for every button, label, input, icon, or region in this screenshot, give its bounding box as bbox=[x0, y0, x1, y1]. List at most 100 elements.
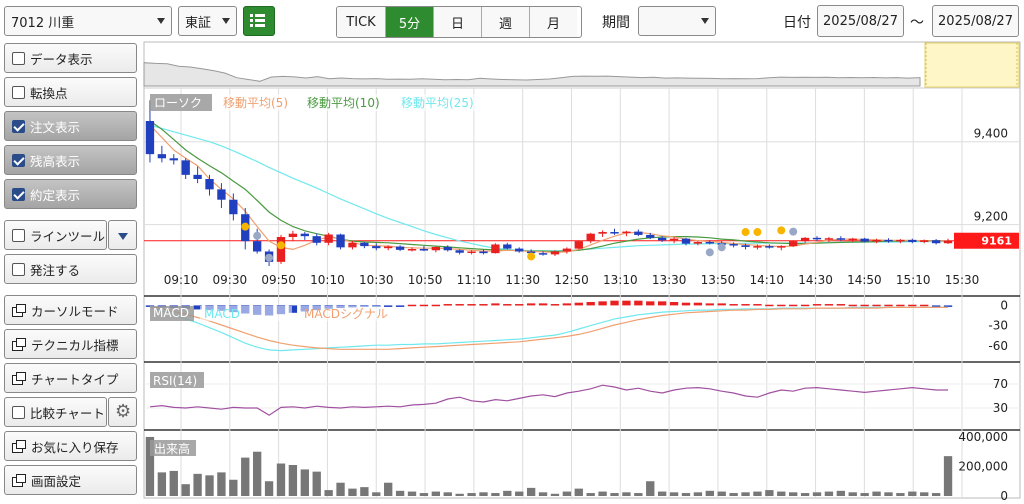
sidebar-item-12[interactable]: 画面設定 bbox=[4, 465, 137, 495]
volume-bar bbox=[657, 491, 667, 496]
sidebar-item-2[interactable]: 注文表示 bbox=[4, 111, 137, 141]
macd-histogram-bar bbox=[931, 305, 941, 307]
sidebar-item-4[interactable]: 約定表示 bbox=[4, 179, 137, 209]
candle-body bbox=[848, 238, 857, 241]
sidebar-item-label: カーソルモード bbox=[31, 303, 119, 319]
legend-chip bbox=[150, 306, 194, 321]
volume-bar bbox=[908, 491, 917, 496]
volume-bar bbox=[336, 482, 345, 496]
volume-bar bbox=[765, 490, 774, 496]
candle-body bbox=[395, 246, 405, 250]
legend-chip bbox=[200, 306, 292, 321]
execution-marker bbox=[241, 222, 250, 231]
volume-bar bbox=[217, 472, 226, 496]
macd-histogram-bar bbox=[896, 304, 905, 307]
sidebar-item-9[interactable]: チャートタイプ bbox=[4, 363, 137, 393]
gear-button[interactable]: ⚙ bbox=[108, 397, 137, 427]
candle-body bbox=[920, 240, 929, 242]
candle-body bbox=[443, 246, 452, 251]
candle-body bbox=[717, 243, 726, 245]
volume-bar bbox=[300, 469, 309, 496]
candle-body bbox=[324, 234, 333, 243]
legend-chip bbox=[303, 94, 389, 111]
interval-tab-3[interactable]: 週 bbox=[481, 7, 529, 37]
candle-body bbox=[610, 232, 619, 234]
overview-selection bbox=[924, 42, 1020, 88]
interval-tab-2[interactable]: 日 bbox=[433, 7, 481, 37]
sidebar-item-label: 残高表示 bbox=[30, 153, 81, 169]
candle-body bbox=[205, 179, 214, 190]
sidebar-item-8[interactable]: テクニカル指標 bbox=[4, 329, 137, 359]
y-tick-label: 200,000 bbox=[958, 459, 1008, 473]
symbol-value: 7012 川重 bbox=[11, 15, 75, 31]
macd-histogram-bar bbox=[610, 300, 619, 306]
candle-body bbox=[431, 246, 441, 251]
market-select[interactable]: 東証 bbox=[178, 6, 237, 36]
macd-histogram-bar bbox=[634, 300, 643, 306]
date-from-value: 2025/08/27 bbox=[823, 13, 898, 29]
execution-marker bbox=[777, 226, 786, 235]
macd-histogram-bar bbox=[241, 305, 250, 314]
checkbox-icon bbox=[12, 262, 25, 276]
sidebar-item-label: 画面設定 bbox=[31, 473, 82, 489]
macd-signal-line bbox=[149, 306, 948, 350]
macd-histogram-bar bbox=[598, 301, 607, 306]
interval-tab-4[interactable]: 月 bbox=[529, 7, 577, 37]
market-value: 東証 bbox=[185, 15, 212, 31]
checkbox-icon bbox=[12, 405, 25, 419]
sidebar-item-7[interactable]: カーソルモード bbox=[4, 295, 137, 325]
sidebar-item-1[interactable]: 転換点 bbox=[4, 77, 137, 107]
volume-bar bbox=[515, 491, 524, 496]
chevron-down-button[interactable] bbox=[108, 220, 137, 250]
sidebar-item-10[interactable]: 比較チャート bbox=[4, 397, 107, 427]
sidebar-item-3[interactable]: 残高表示 bbox=[4, 145, 137, 175]
candle-body bbox=[157, 154, 167, 159]
symbol-select[interactable]: 7012 川重 bbox=[4, 6, 172, 36]
macd-histogram-bar bbox=[741, 304, 750, 306]
chevron-down-icon bbox=[118, 233, 128, 240]
volume-bar bbox=[860, 493, 869, 496]
interval-tab-1[interactable]: 5分 bbox=[385, 7, 433, 37]
sidebar-item-11[interactable]: お気に入り保存 bbox=[4, 431, 137, 461]
candle-body bbox=[729, 244, 738, 246]
legend-chip bbox=[150, 440, 196, 456]
sidebar-item-6[interactable]: 発注する bbox=[4, 254, 137, 284]
period-select[interactable] bbox=[638, 6, 716, 36]
volume-bar bbox=[193, 473, 202, 496]
date-from-input[interactable]: 2025/08/27 bbox=[817, 5, 904, 37]
volume-bar bbox=[598, 491, 607, 496]
macd-histogram-bar bbox=[455, 304, 464, 306]
candle-body bbox=[777, 246, 786, 248]
date-to-input[interactable]: 2025/08/27 bbox=[932, 5, 1019, 37]
checkbox-icon bbox=[12, 228, 25, 242]
volume-bar bbox=[848, 492, 857, 496]
volume-bar bbox=[169, 470, 178, 496]
x-tick-label: 09:50 bbox=[261, 273, 296, 287]
window-icon bbox=[12, 372, 26, 385]
x-tick-label: 10:50 bbox=[408, 273, 443, 287]
sidebar-item-5[interactable]: ラインツール bbox=[4, 220, 107, 250]
macd-histogram-bar bbox=[324, 305, 333, 309]
macd-histogram-bar bbox=[848, 304, 857, 307]
list-menu-button[interactable] bbox=[243, 6, 275, 36]
candle-body bbox=[538, 253, 548, 255]
volume-bar bbox=[896, 493, 905, 496]
chevron-down-icon bbox=[701, 18, 709, 24]
volume-bar bbox=[455, 493, 464, 496]
volume-bar bbox=[574, 488, 583, 496]
macd-line bbox=[149, 306, 948, 352]
y-tick-label: 70 bbox=[993, 377, 1008, 391]
volume-bar bbox=[681, 493, 691, 496]
sidebar-item-label: テクニカル指標 bbox=[31, 337, 119, 353]
macd-histogram-bar bbox=[800, 304, 810, 307]
sidebar-item-0[interactable]: データ表示 bbox=[4, 43, 137, 73]
legend-label: MACD bbox=[204, 307, 240, 321]
candle-body bbox=[824, 238, 834, 240]
candle-body bbox=[812, 237, 822, 240]
volume-bar bbox=[395, 490, 405, 496]
macd-histogram-bar bbox=[562, 303, 572, 306]
checkbox-icon bbox=[12, 51, 25, 65]
interval-tab-0[interactable]: TICK bbox=[337, 7, 385, 37]
macd-histogram-bar bbox=[288, 305, 298, 313]
